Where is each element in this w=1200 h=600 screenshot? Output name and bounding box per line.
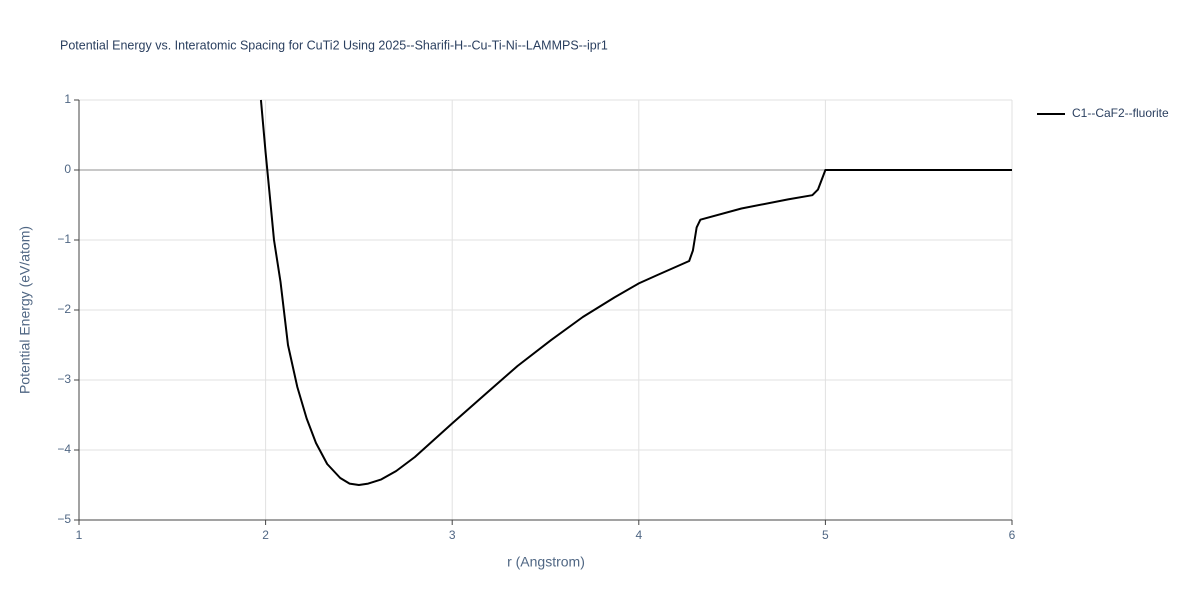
y-tick-label: −3 [57,372,71,386]
x-axis-title: r (Angstrom) [507,554,585,570]
x-tick-label: 2 [262,528,269,542]
y-tick-label: 1 [64,92,71,106]
legend-label: C1--CaF2--fluorite [1072,106,1169,120]
y-tick-label: −2 [57,302,71,316]
chart-title: Potential Energy vs. Interatomic Spacing… [60,38,608,52]
y-tick-label: −4 [57,442,71,456]
x-tick-label: 6 [1009,528,1016,542]
x-tick-label: 5 [822,528,829,542]
y-axis-title: Potential Energy (eV/atom) [17,226,33,394]
y-tick-label: −1 [57,232,71,246]
y-tick-label: −5 [57,512,71,526]
y-tick-label: 0 [64,162,71,176]
data-line [259,99,1012,486]
x-tick-label: 4 [635,528,642,542]
x-tick-label: 1 [76,528,83,542]
x-tick-label: 3 [449,528,456,542]
